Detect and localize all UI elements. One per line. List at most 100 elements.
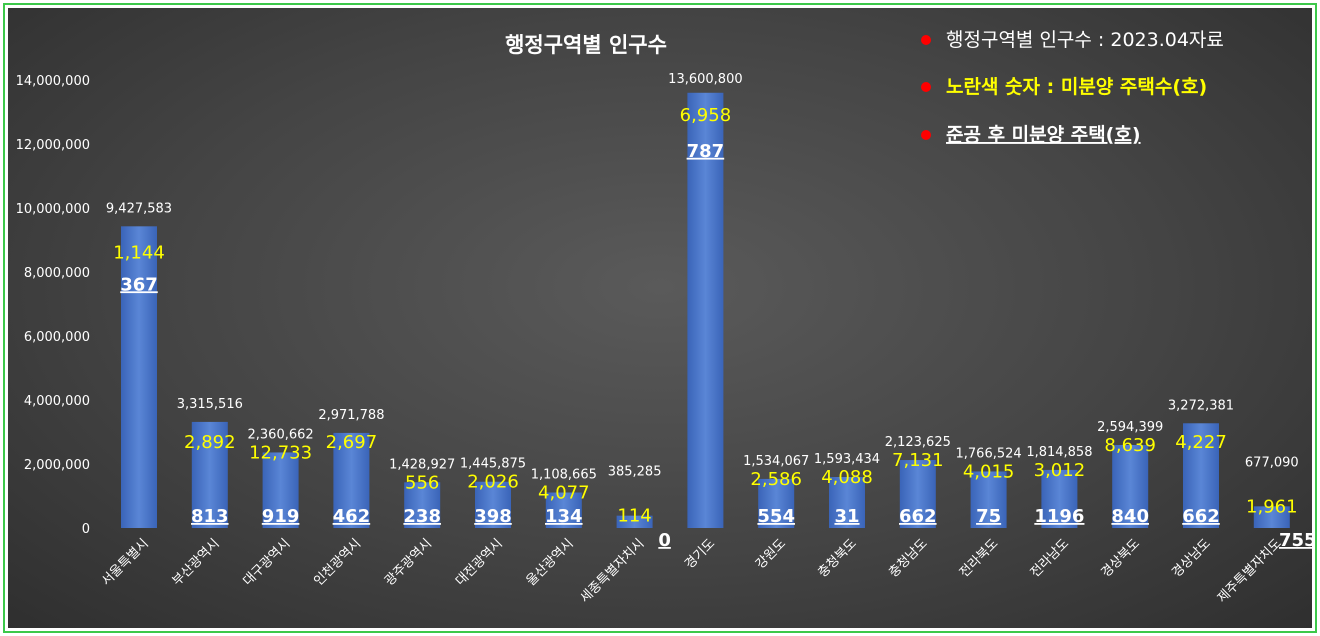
x-tick-label: 충청북도 (815, 536, 859, 580)
population-label: 2,360,662 (248, 427, 314, 442)
population-label: 2,594,399 (1097, 420, 1163, 435)
bar (829, 477, 865, 528)
x-tick-label: 서울특별시 (99, 536, 152, 589)
unsold-housing-label: 4,227 (1175, 432, 1227, 453)
population-label: 1,108,665 (531, 468, 597, 483)
after-completion-label: 554 (757, 506, 795, 527)
bars (121, 92, 1290, 529)
legend-entry: 노란색 숫자 : 미분양 주택수(호) (946, 76, 1207, 98)
unsold-housing-label: 2,586 (750, 469, 802, 490)
unsold-housing-label: 556 (405, 472, 439, 493)
after-completion-label: 462 (333, 506, 371, 527)
population-label: 677,090 (1245, 455, 1299, 470)
bar (545, 492, 582, 528)
unsold-housing-label: 4,015 (963, 461, 1015, 482)
after-completion-label: 238 (403, 506, 441, 527)
population-label: 1,445,875 (460, 457, 526, 472)
y-tick-label: 14,000,000 (16, 74, 90, 89)
x-tick-label: 인천광역시 (311, 536, 364, 589)
x-tick-label: 부산광역시 (170, 536, 223, 589)
bar (1041, 469, 1078, 528)
x-tick-label: 세종특별자치시 (578, 536, 648, 606)
x-tick-label: 경기도 (682, 536, 718, 572)
after-completion-label: 0 (658, 530, 671, 551)
unsold-housing-label: 1,961 (1246, 496, 1298, 517)
y-tick-label: 10,000,000 (16, 202, 90, 217)
bar (687, 92, 724, 528)
legend-marker (921, 35, 931, 45)
population-label: 1,534,067 (743, 454, 809, 469)
unsold-housing-label: 2,892 (184, 432, 236, 453)
population-label: 13,600,800 (668, 72, 742, 87)
y-tick-label: 6,000,000 (24, 330, 90, 345)
bar (191, 421, 228, 528)
bar (404, 482, 441, 528)
unsold-housing-label: 7,131 (892, 450, 944, 471)
after-completion-label: 75 (976, 506, 1001, 527)
unsold-housing-label: 114 (617, 506, 651, 527)
x-tick-label: 광주광역시 (382, 536, 435, 589)
x-tick-label: 전라남도 (1028, 536, 1072, 580)
after-completion-label: 134 (545, 506, 583, 527)
chart-area: 행정구역별 인구수 0 2,000,000 4,000,000 6,000,000 8,… (8, 8, 1317, 628)
population-label: 2,971,788 (318, 408, 384, 423)
bar (616, 515, 653, 528)
unsold-housing-label: 1,144 (113, 242, 165, 263)
bar (333, 432, 370, 528)
bar (262, 452, 299, 528)
legend-entry: 준공 후 미분양 주택(호) (946, 124, 1141, 146)
chart-title: 행정구역별 인구수 (505, 33, 667, 57)
x-tick-label: 강원도 (753, 536, 789, 572)
y-tick-label: 4,000,000 (24, 394, 90, 409)
bar-chart: 행정구역별 인구수 0 2,000,000 4,000,000 6,000,000 8,… (16, 29, 1317, 606)
y-tick-label: 12,000,000 (16, 138, 90, 153)
x-tick-label: 울산광역시 (524, 536, 577, 589)
x-tick-label: 대전광역시 (453, 536, 506, 589)
unsold-housing-label: 8,639 (1104, 435, 1156, 456)
population-label: 3,272,381 (1168, 398, 1234, 413)
x-tick-label: 경상북도 (1099, 536, 1143, 580)
legend-marker (921, 130, 931, 140)
after-completion-label: 813 (191, 506, 229, 527)
bar (758, 478, 795, 528)
after-completion-label: 755 (1279, 530, 1312, 551)
after-completion-label: 1196 (1034, 506, 1084, 527)
legend-entry: 행정구역별 인구수 : 2023.04자료 (946, 29, 1224, 51)
data-labels: 9,427,583 1,144 367 3,315,516 2,892 813 2,360,… (106, 72, 1317, 551)
x-tick-label: 대구광역시 (241, 536, 294, 589)
population-label: 9,427,583 (106, 201, 172, 216)
population-label: 1,766,524 (956, 446, 1022, 461)
bar (1253, 506, 1290, 528)
bar (1112, 444, 1149, 528)
population-label: 1,593,434 (814, 452, 880, 467)
y-tick-label: 8,000,000 (24, 266, 90, 281)
after-completion-label: 787 (687, 141, 725, 162)
bar (970, 471, 1007, 528)
unsold-housing-label: 3,012 (1034, 460, 1086, 481)
unsold-housing-label: 4,088 (821, 467, 873, 488)
unsold-housing-label: 4,077 (538, 483, 590, 504)
bar (475, 481, 511, 528)
population-label: 3,315,516 (177, 397, 243, 412)
after-completion-label: 662 (1182, 506, 1220, 527)
x-axis: 서울특별시 부산광역시 대구광역시 인천광역시 광주광역시 대전광역시 울산광역시 세종특별자… (99, 536, 1285, 606)
unsold-housing-label: 2,697 (326, 432, 378, 453)
unsold-housing-label: 2,026 (467, 472, 519, 493)
x-tick-label: 전라북도 (957, 536, 1001, 580)
legend-marker (921, 82, 931, 92)
unsold-housing-label: 6,958 (680, 105, 732, 126)
x-tick-label: 경상남도 (1169, 536, 1213, 580)
after-completion-label: 840 (1111, 506, 1149, 527)
x-tick-label: 충청남도 (886, 536, 930, 580)
after-completion-label: 367 (120, 274, 158, 295)
after-completion-label: 31 (834, 506, 859, 527)
population-label: 2,123,625 (885, 435, 951, 450)
y-tick-label: 2,000,000 (24, 458, 90, 473)
population-label: 1,428,927 (389, 457, 455, 472)
population-label: 385,285 (608, 465, 662, 480)
bar (1183, 423, 1219, 528)
after-completion-label: 398 (474, 506, 512, 527)
x-tick-label: 제주특별자치도 (1215, 536, 1285, 606)
after-completion-label: 662 (899, 506, 937, 527)
